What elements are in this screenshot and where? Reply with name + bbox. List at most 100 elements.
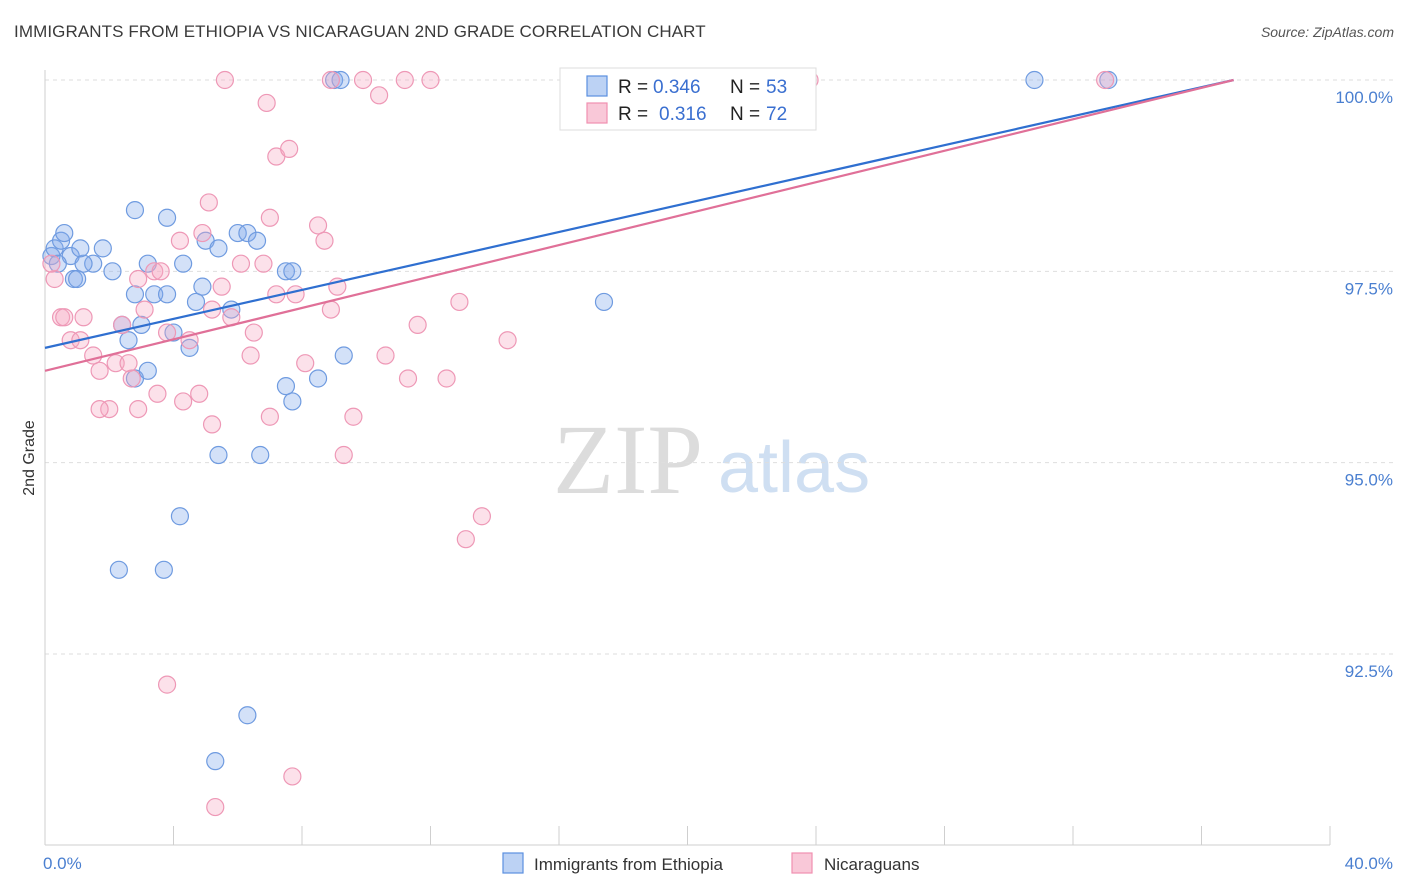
point-ethiopia [93,239,112,258]
point-ethiopia [209,445,228,465]
y-tick-label: 97.5% [1345,279,1393,298]
point-nicaraguans [129,269,148,289]
point-ethiopia [276,262,296,281]
bottom-legend-swatch-nicaraguans [791,852,813,874]
point-nicaraguans [395,70,414,90]
point-ethiopia [247,231,267,250]
point-nicaraguans [472,507,491,526]
point-nicaraguans [296,354,315,373]
point-nicaraguans [241,346,260,365]
point-ethiopia [331,70,350,90]
point-ethiopia [145,285,164,304]
point-nicaraguans [119,354,138,373]
legend-r-label-ethiopia: R = [618,77,648,98]
legend-n-label-nicaraguans: N = [730,104,760,125]
point-nicaraguans [408,315,427,335]
point-ethiopia [164,323,183,342]
point-ethiopia [55,223,74,243]
point-ethiopia [103,262,122,281]
legend-n-label-ethiopia: N = [730,77,760,98]
point-nicaraguans [74,308,93,327]
point-nicaraguans [280,139,299,158]
point-nicaraguans [170,231,190,250]
bottom-legend-swatch-ethiopia [502,852,524,874]
legend-r-nicaraguans: 0.316 [659,104,707,125]
y-tick-label: 95.0% [1345,471,1393,490]
point-nicaraguans [148,384,167,403]
point-ethiopia [276,377,296,396]
point-nicaraguans [1096,70,1115,90]
point-nicaraguans [421,70,440,90]
point-nicaraguans [260,208,279,227]
point-nicaraguans [145,262,164,281]
point-nicaraguans [315,231,334,250]
legend-r-ethiopia: 0.346 [653,77,701,98]
point-nicaraguans [321,300,341,319]
point-ethiopia [157,285,177,304]
point-nicaraguans [398,369,418,388]
gridlines [45,79,1395,655]
point-nicaraguans [344,407,363,426]
point-ethiopia [84,254,103,273]
point-ethiopia [170,507,190,526]
point-ethiopia [180,338,199,357]
point-ethiopia [594,292,614,312]
point-ethiopia [228,223,247,243]
point-nicaraguans [334,445,353,465]
point-nicaraguans [376,346,395,365]
point-ethiopia [71,239,90,258]
point-ethiopia [68,269,87,289]
point-ethiopia [119,331,138,350]
bottom-legend-label-ethiopia: Immigrants from Ethiopia [534,855,723,874]
point-nicaraguans [106,354,125,373]
x-tick-label-min: 0.0% [43,854,82,873]
point-nicaraguans [42,254,61,273]
point-ethiopia [125,285,145,304]
point-ethiopia [157,208,177,227]
point-nicaraguans [370,86,389,105]
point-ethiopia [186,292,206,312]
point-nicaraguans [151,262,170,281]
point-nicaraguans [456,530,475,549]
point-nicaraguans [174,392,193,411]
point-ethiopia [308,369,328,388]
point-nicaraguans [244,323,263,342]
legend-n-nicaraguans: 72 [766,104,787,125]
point-nicaraguans [215,70,234,90]
point-ethiopia [238,706,257,725]
point-nicaraguans [90,361,109,380]
point-nicaraguans [193,223,212,243]
point-ethiopia [174,254,193,273]
point-ethiopia [283,392,302,411]
point-ethiopia [206,752,225,771]
point-nicaraguans [199,193,218,212]
y-tick-label: 100.0% [1335,88,1393,107]
point-nicaraguans [135,300,154,319]
point-ethiopia [238,223,257,243]
y-tick-labels: 92.5% 95.0% 97.5% 100.0% [1335,88,1393,681]
y-tick-label: 92.5% [1345,662,1393,681]
point-nicaraguans [212,277,231,296]
watermark-zip: ZIP [553,404,703,515]
point-ethiopia [193,277,212,296]
point-ethiopia [209,239,228,258]
point-nicaraguans [206,797,225,817]
point-nicaraguans [260,407,279,426]
point-nicaraguans [90,399,109,419]
point-ethiopia [74,254,93,273]
point-nicaraguans [231,254,251,273]
point-nicaraguans [498,331,517,350]
trendline-nicaraguans [44,78,1234,372]
point-nicaraguans [437,369,456,388]
point-nicaraguans [55,308,74,327]
source-label: Source: ZipAtlas.com [1260,24,1394,40]
legend-bottom: Immigrants from Ethiopia Nicaraguans [502,852,919,874]
x-tick-label-max: 40.0% [1345,854,1393,873]
legend-box: R = 0.346 N = 53 R = 0.316 N = 72 [559,67,817,131]
point-nicaraguans [129,399,148,419]
point-nicaraguans [100,399,119,419]
point-nicaraguans [321,70,341,90]
point-nicaraguans [122,369,141,388]
point-nicaraguans [157,675,177,694]
point-nicaraguans [257,93,276,113]
